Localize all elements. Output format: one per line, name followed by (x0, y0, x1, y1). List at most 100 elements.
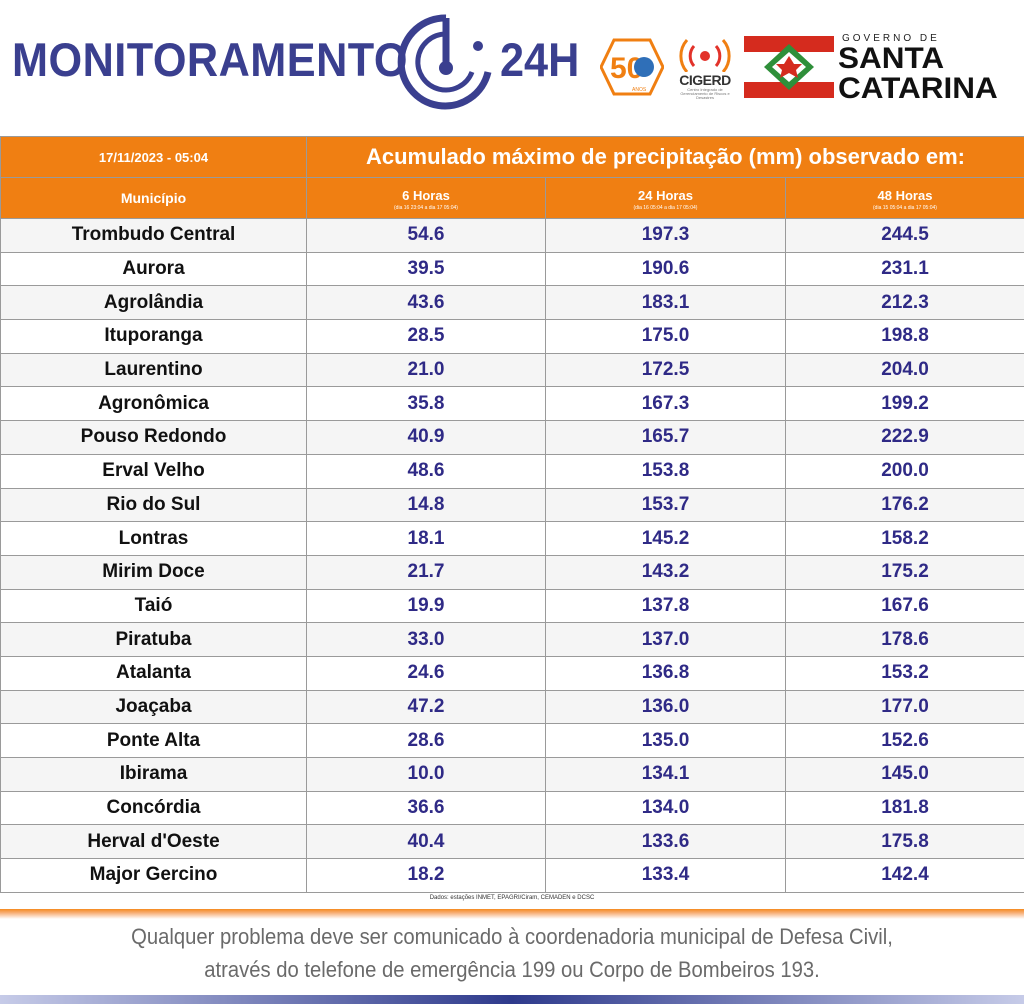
table-row: Trombudo Central 54.6 197.3 244.5 (0, 218, 1024, 253)
value-24h-cell: 175.0 (545, 319, 786, 354)
value-48h-cell: 152.6 (785, 723, 1024, 758)
gov-line-1: SANTA (838, 42, 945, 75)
cigerd-sublabel: Centro Integrado de Gerenciamento de Ris… (680, 87, 730, 100)
value-24h-cell: 143.2 (545, 554, 786, 590)
municipio-cell: Major Gercino (0, 858, 307, 893)
column-header-24h-label: 24 Horas (638, 187, 693, 203)
municipio-cell: Agrolândia (0, 285, 307, 321)
table-row: Concórdia 36.6 134.0 181.8 (0, 790, 1024, 826)
anniversary-50-logo: 50 ANOS (600, 38, 664, 96)
table-row: Agronômica 35.8 167.3 199.2 (0, 386, 1024, 422)
column-header-6h-label: 6 Horas (402, 187, 450, 203)
value-48h-cell: 142.4 (785, 858, 1024, 893)
table-row: Agrolândia 43.6 183.1 212.3 (0, 285, 1024, 321)
municipio-cell: Pouso Redondo (0, 420, 307, 455)
municipio-cell: Ituporanga (0, 319, 307, 354)
value-24h-cell: 183.1 (545, 285, 786, 321)
municipio-cell: Mirim Doce (0, 554, 307, 590)
value-6h-cell: 10.0 (306, 757, 546, 792)
value-6h-cell: 19.9 (306, 588, 546, 624)
report-datetime: 17/11/2023 - 05:04 (0, 136, 307, 178)
column-header-6h: 6 Horas (dia 16 23:04 a dia 17 05:04) (306, 177, 546, 219)
table-row: Piratuba 33.0 137.0 178.6 (0, 622, 1024, 657)
value-48h-cell: 175.8 (785, 824, 1024, 860)
table-row: Joaçaba 47.2 136.0 177.0 (0, 689, 1024, 725)
value-6h-cell: 40.9 (306, 420, 546, 455)
value-24h-cell: 136.0 (545, 689, 786, 725)
badge-50-sub: ANOS (632, 87, 647, 93)
gov-line-2: CATARINA (838, 72, 998, 105)
signal-waves-icon (679, 39, 731, 73)
governo-de-label: GOVERNO DE (842, 33, 940, 44)
value-6h-cell: 21.7 (306, 554, 546, 590)
municipio-cell: Herval d'Oeste (0, 824, 307, 860)
value-6h-cell: 40.4 (306, 824, 546, 860)
value-24h-cell: 167.3 (545, 386, 786, 422)
municipio-cell: Erval Velho (0, 453, 307, 489)
data-source-note: Dados: estações INMET, EPAGRI/Ciram, CEM… (429, 895, 595, 901)
value-24h-cell: 134.0 (545, 790, 786, 826)
santa-catarina-flag-icon (744, 36, 834, 98)
value-6h-cell: 24.6 (306, 655, 546, 691)
value-24h-cell: 153.7 (545, 487, 786, 523)
municipio-cell: Rio do Sul (0, 487, 307, 523)
value-24h-cell: 135.0 (545, 723, 786, 758)
cigerd-logo: CIGERD Centro Integrado de Gerenciamento… (672, 34, 738, 100)
table-row: Ibirama 10.0 134.1 145.0 (0, 757, 1024, 792)
clock-logo-icon (397, 14, 492, 110)
value-6h-cell: 35.8 (306, 386, 546, 422)
value-6h-cell: 47.2 (306, 689, 546, 725)
value-6h-cell: 14.8 (306, 487, 546, 523)
value-6h-cell: 18.1 (306, 521, 546, 556)
value-24h-cell: 134.1 (545, 757, 786, 792)
table-row: Ituporanga 28.5 175.0 198.8 (0, 319, 1024, 354)
value-48h-cell: 198.8 (785, 319, 1024, 354)
value-6h-cell: 54.6 (306, 218, 546, 253)
divider-stripe (0, 909, 1024, 919)
cigerd-label: CIGERD (679, 72, 731, 88)
table-row: Atalanta 24.6 136.8 153.2 (0, 655, 1024, 691)
municipio-cell: Laurentino (0, 352, 307, 388)
value-48h-cell: 145.0 (785, 757, 1024, 792)
value-24h-cell: 133.6 (545, 824, 786, 860)
table-row: Pouso Redondo 40.9 165.7 222.9 (0, 420, 1024, 455)
value-24h-cell: 145.2 (545, 521, 786, 556)
municipio-cell: Taió (0, 588, 307, 624)
value-24h-cell: 137.0 (545, 622, 786, 657)
table-row: Major Gercino 18.2 133.4 142.4 (0, 858, 1024, 893)
value-48h-cell: 200.0 (785, 453, 1024, 489)
column-header-6h-range: (dia 16 23:04 a dia 17 05:04) (394, 204, 458, 211)
value-24h-cell: 133.4 (545, 858, 786, 893)
value-24h-cell: 172.5 (545, 352, 786, 388)
municipio-cell: Piratuba (0, 622, 307, 657)
municipio-cell: Concórdia (0, 790, 307, 826)
municipio-cell: Trombudo Central (0, 218, 307, 253)
municipio-cell: Joaçaba (0, 689, 307, 725)
value-24h-cell: 165.7 (545, 420, 786, 455)
footer-notice: Qualquer problema deve ser comunicado à … (41, 920, 983, 986)
value-48h-cell: 167.6 (785, 588, 1024, 624)
column-header-24h-range: (dia 16 05:04 a dia 17 05:04) (633, 204, 698, 211)
table-title: Acumulado máximo de precipitação (mm) ob… (306, 136, 1024, 178)
value-48h-cell: 222.9 (785, 420, 1024, 455)
value-24h-cell: 190.6 (545, 251, 786, 287)
value-6h-cell: 18.2 (306, 858, 546, 893)
footer-line-2: através do telefone de emergência 199 ou… (204, 957, 820, 982)
value-6h-cell: 21.0 (306, 352, 546, 388)
column-header-24h: 24 Horas (dia 16 05:04 a dia 17 05:04) (545, 177, 786, 219)
municipio-cell: Aurora (0, 251, 307, 287)
table-row: Erval Velho 48.6 153.8 200.0 (0, 453, 1024, 489)
bottom-bar (0, 995, 1024, 1004)
value-6h-cell: 39.5 (306, 251, 546, 287)
value-48h-cell: 178.6 (785, 622, 1024, 657)
title-monitoramento: MONITORAMENTO (12, 33, 408, 86)
value-6h-cell: 36.6 (306, 790, 546, 826)
value-6h-cell: 28.6 (306, 723, 546, 758)
municipio-cell: Ponte Alta (0, 723, 307, 758)
value-6h-cell: 43.6 (306, 285, 546, 321)
table-row: Mirim Doce 21.7 143.2 175.2 (0, 554, 1024, 590)
value-48h-cell: 212.3 (785, 285, 1024, 321)
table-body: Trombudo Central 54.6 197.3 244.5 Aurora 39.5… (0, 218, 1024, 893)
municipio-cell: Ibirama (0, 757, 307, 792)
municipio-cell: Atalanta (0, 655, 307, 691)
